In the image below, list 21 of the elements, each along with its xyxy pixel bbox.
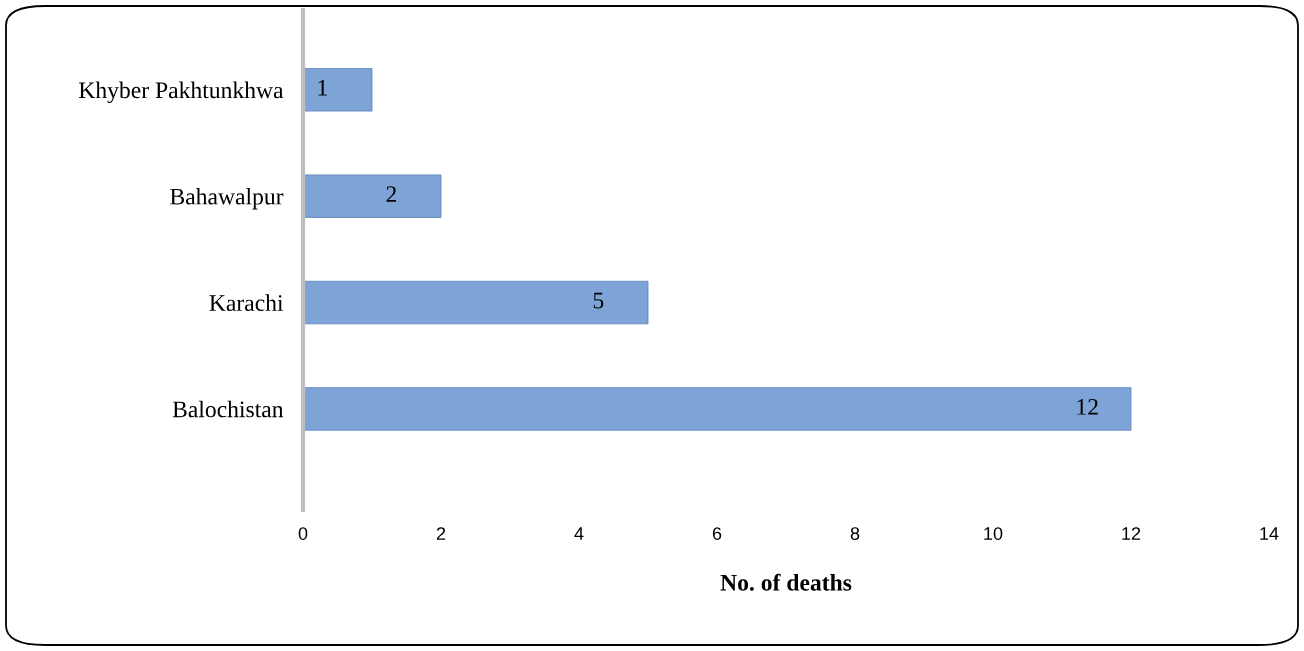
y-tick-label: Karachi (209, 294, 284, 311)
x-tick-label: 8 (850, 527, 860, 540)
x-tick-label: 10 (984, 527, 1003, 540)
data-label: 2 (386, 186, 396, 202)
bar (303, 387, 1132, 431)
x-axis-title: No. of deaths (720, 573, 852, 591)
x-tick-label: 0 (298, 527, 308, 540)
x-tick-label: 14 (1260, 527, 1279, 540)
data-label: 5 (593, 292, 604, 309)
x-tick-label: 12 (1122, 527, 1141, 540)
bar (303, 174, 442, 218)
bar (303, 280, 649, 325)
data-label: 12 (1077, 398, 1098, 415)
y-tick-label: Bahawalpur (170, 187, 284, 210)
y-tick-label: Balochistan (172, 400, 284, 418)
data-label: 1 (318, 79, 327, 96)
y-tick-label: Khyber Pakhtunkhwa (78, 81, 284, 104)
x-tick-label: 2 (436, 527, 446, 540)
bar (303, 68, 373, 112)
x-tick-label: 6 (712, 527, 722, 540)
x-tick-label: 4 (574, 527, 584, 540)
